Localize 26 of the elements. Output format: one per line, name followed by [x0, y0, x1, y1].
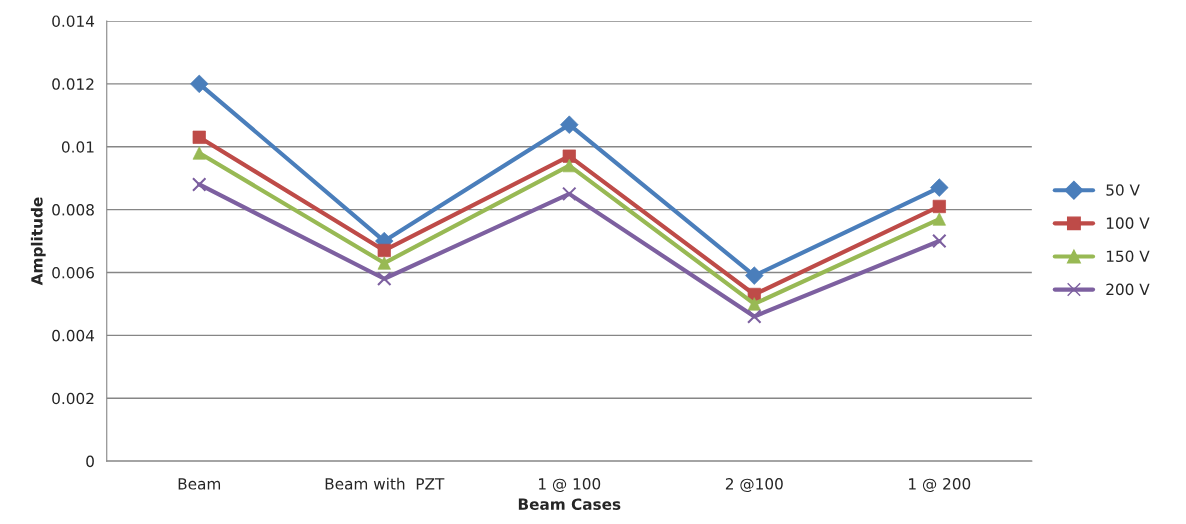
legend-label: 200 V	[1106, 283, 1150, 296]
x-tick-label: Beam with PZT	[325, 477, 445, 490]
y-tick-label: 0.004	[52, 329, 95, 342]
point	[561, 186, 577, 202]
y-tick-label: 0.01	[61, 141, 94, 153]
point	[747, 309, 762, 324]
point	[191, 177, 207, 192]
point	[376, 271, 392, 287]
y-tick-label: 0.012	[52, 78, 94, 90]
legend-label: 150 V	[1106, 250, 1150, 263]
legend-label: 50 V	[1106, 184, 1140, 196]
x-tick-label: 2 @100	[725, 478, 783, 493]
y-axis-title: Amplitude	[30, 197, 46, 286]
y-tick-label: 0.014	[52, 15, 95, 27]
x-tick-label: 1 @ 200	[909, 478, 971, 493]
y-tick-label: 0.008	[52, 204, 94, 216]
x-tick-label: Beam	[178, 478, 221, 490]
y-tick-label: 0.006	[52, 266, 94, 279]
x-axis-title: Beam Cases	[518, 498, 621, 510]
y-tick-label: 0.002	[52, 392, 94, 405]
legend-label: 100 V	[1106, 217, 1150, 229]
point	[932, 233, 947, 249]
point	[192, 130, 206, 144]
y-tick-label: 0	[86, 455, 94, 468]
point	[932, 199, 946, 214]
x-tick-label: 1 @ 100	[539, 478, 601, 493]
